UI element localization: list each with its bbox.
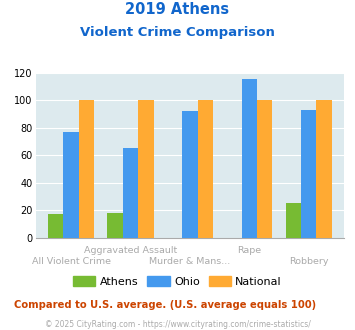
Bar <box>257 100 273 238</box>
Text: All Violent Crime: All Violent Crime <box>32 257 111 266</box>
Text: Compared to U.S. average. (U.S. average equals 100): Compared to U.S. average. (U.S. average … <box>14 300 316 310</box>
Text: © 2025 CityRating.com - https://www.cityrating.com/crime-statistics/: © 2025 CityRating.com - https://www.city… <box>45 320 310 329</box>
Bar <box>79 100 94 238</box>
Bar <box>138 100 154 238</box>
Text: Violent Crime Comparison: Violent Crime Comparison <box>80 26 275 39</box>
Text: Rape: Rape <box>237 246 261 255</box>
Bar <box>316 100 332 238</box>
Bar <box>182 111 198 238</box>
Bar <box>48 214 64 238</box>
Bar <box>123 148 138 238</box>
Bar <box>198 100 213 238</box>
Text: Aggravated Assault: Aggravated Assault <box>84 246 177 255</box>
Bar <box>107 213 123 238</box>
Text: Murder & Mans...: Murder & Mans... <box>149 257 230 266</box>
Bar <box>242 80 257 238</box>
Text: Robbery: Robbery <box>289 257 328 266</box>
Bar <box>64 132 79 238</box>
Legend: Athens, Ohio, National: Athens, Ohio, National <box>69 271 286 291</box>
Bar <box>285 203 301 238</box>
Bar <box>301 110 316 238</box>
Text: 2019 Athens: 2019 Athens <box>125 2 230 16</box>
